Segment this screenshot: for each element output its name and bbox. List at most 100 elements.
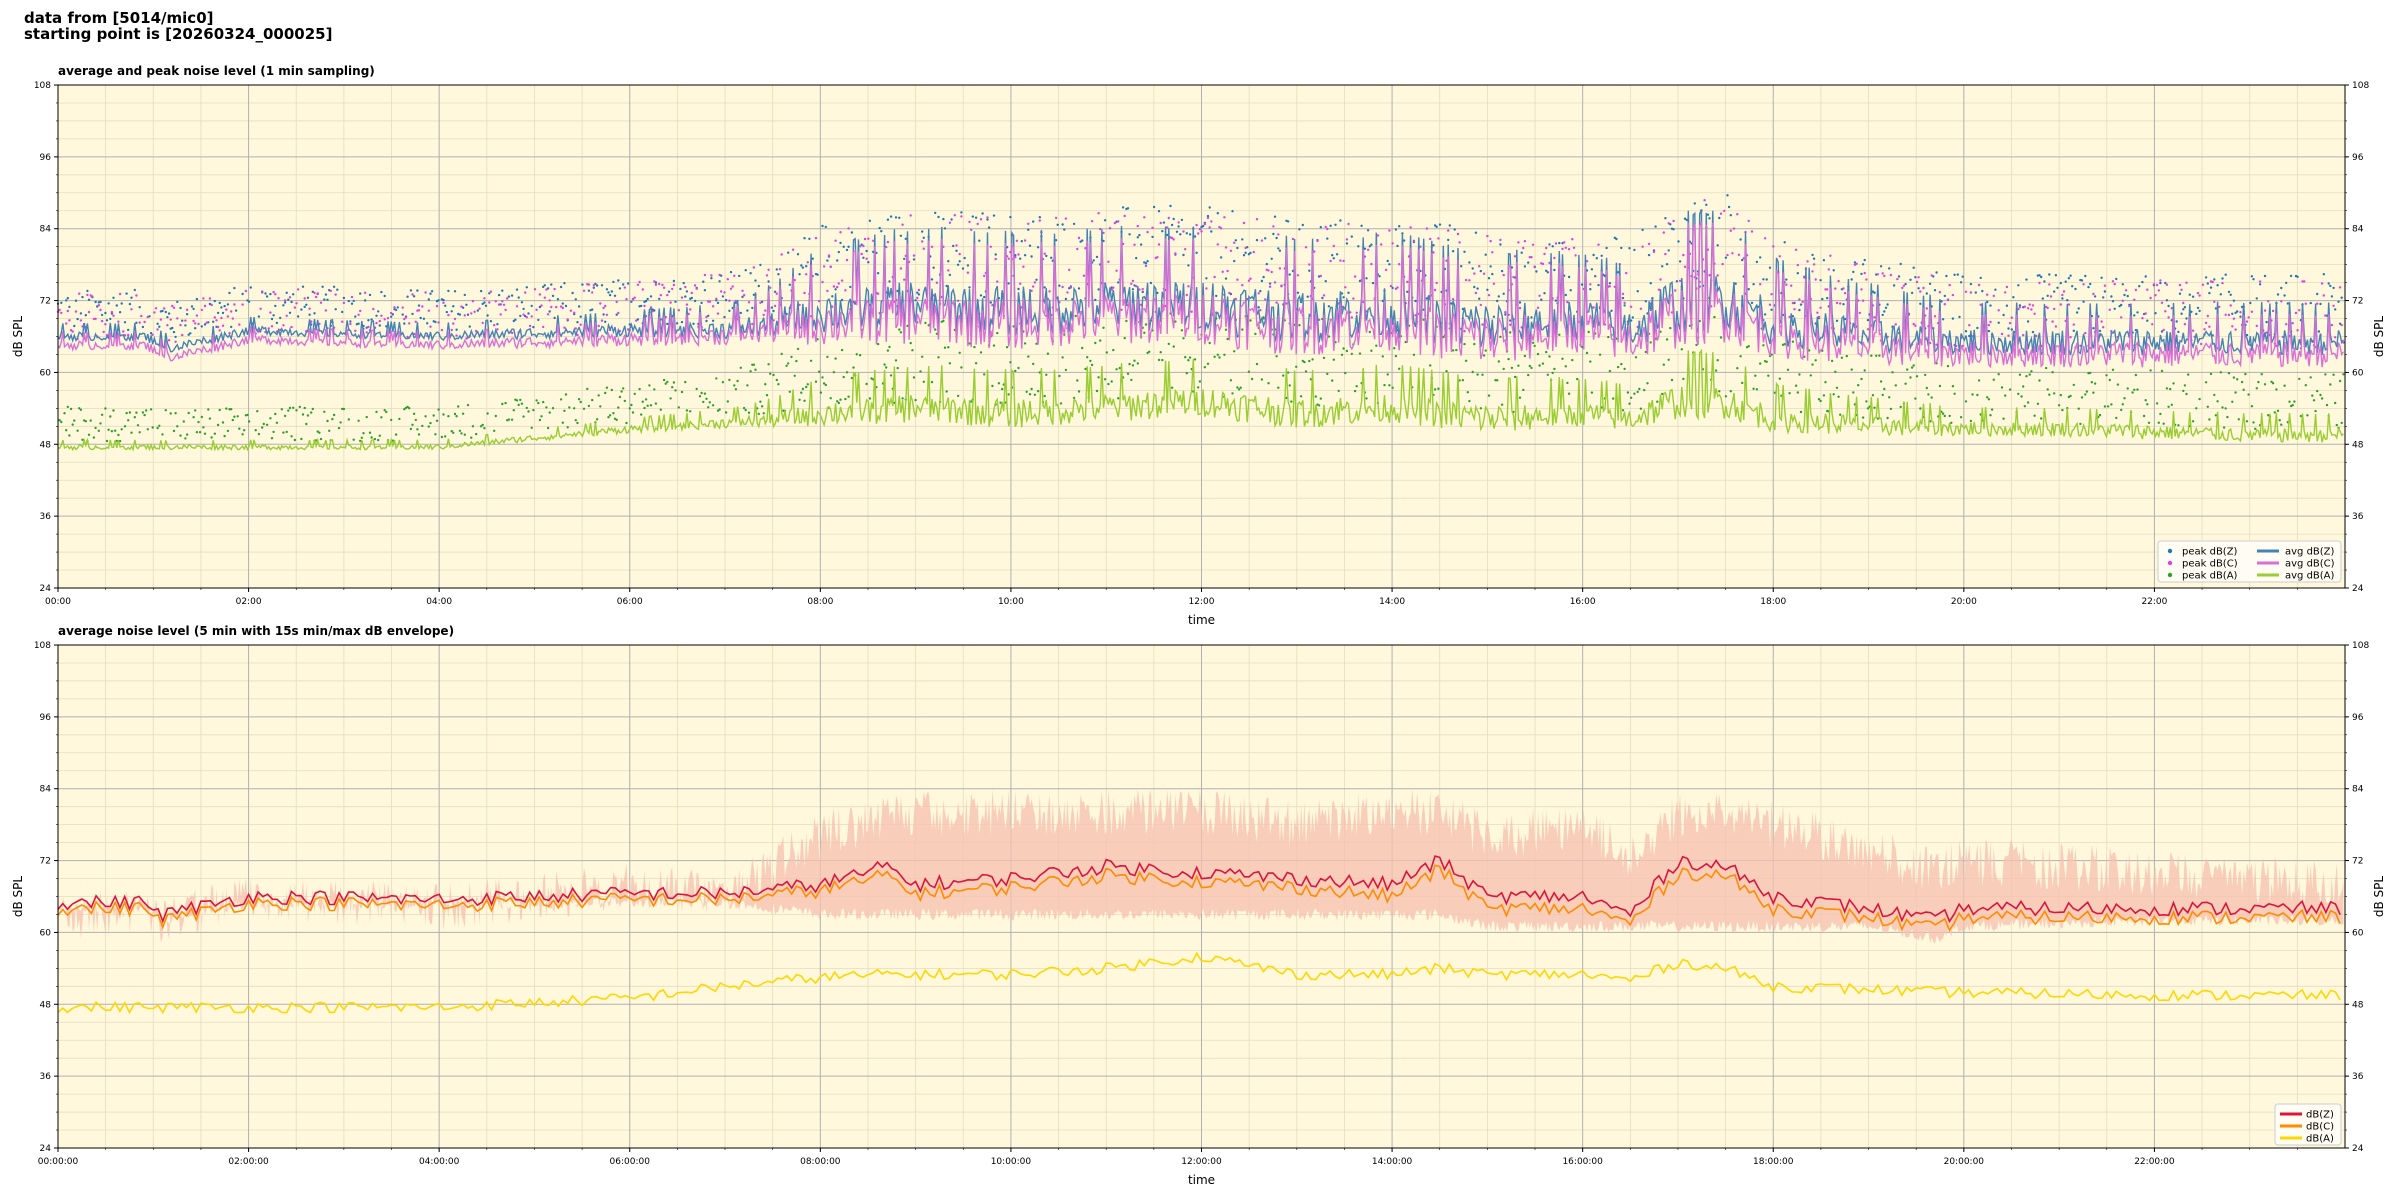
peak-dbz-point [1812, 257, 1816, 260]
peak-dbz-point [164, 310, 167, 314]
peak-dbc-point [1117, 220, 1120, 223]
peak-dbz-point [1138, 233, 1141, 237]
peak-dba-point [1061, 356, 1064, 359]
peak-dbc-point [2134, 288, 2138, 292]
peak-dba-point [937, 356, 940, 359]
peak-dbc-point [836, 285, 839, 289]
peak-dba-point [1383, 383, 1386, 387]
peak-dbz-point [2146, 319, 2149, 322]
peak-dbc-point [1768, 303, 1772, 306]
peak-dbz-point [1883, 310, 1886, 313]
peak-dbz-point [2054, 274, 2058, 277]
peak-dbz-point [1979, 276, 1982, 280]
peak-dba-point [1688, 324, 1692, 327]
peak-dbz-point [488, 292, 491, 295]
peak-dbc-point [605, 313, 609, 316]
peak-dbc-point [2332, 304, 2335, 307]
peak-dbz-point [1484, 253, 1487, 256]
peak-dba-point [1295, 365, 1298, 368]
peak-dbz-point [1752, 283, 1755, 286]
peak-dbz-point [878, 226, 881, 230]
peak-dbc-point [872, 239, 875, 242]
peak-dba-point [1180, 329, 1184, 332]
peak-dba-point [2002, 417, 2005, 420]
peak-dba-point [1311, 358, 1314, 361]
peak-dbz-point [1241, 238, 1244, 241]
peak-dbz-point [672, 279, 676, 283]
peak-dbz-point [401, 313, 404, 316]
peak-dbc-point [2301, 280, 2304, 283]
peak-dbz-point [1321, 296, 1324, 300]
peak-dbc-point [1133, 243, 1136, 246]
peak-dbz-point [269, 292, 272, 296]
peak-dbz-point [966, 264, 970, 267]
peak-dbz-point [194, 327, 197, 330]
peak-dba-point [434, 433, 437, 436]
peak-dbc-point [1257, 292, 1260, 295]
peak-dbc-point [1772, 245, 1775, 248]
peak-dbc-point [703, 273, 707, 277]
peak-dbz-point [979, 294, 983, 297]
peak-dba-point [128, 411, 132, 414]
peak-dba-point [911, 349, 914, 352]
peak-dbc-point [274, 293, 277, 296]
peak-dbc-point [2182, 301, 2185, 305]
peak-dbz-point [394, 308, 398, 312]
peak-dbc-point [1533, 265, 1536, 268]
peak-dbc-point [154, 307, 158, 310]
peak-dbz-point [1257, 306, 1260, 309]
peak-dbz-point [1677, 240, 1680, 243]
peak-dbz-point [803, 237, 806, 240]
peak-dbz-point [610, 290, 613, 293]
peak-dbc-point [1732, 227, 1736, 230]
peak-dbc-point [1881, 272, 1884, 275]
peak-dbz-point [2087, 285, 2090, 289]
peak-dba-point [563, 409, 566, 412]
peak-dbc-point [553, 287, 556, 291]
peak-dba-point [1375, 344, 1378, 347]
peak-dbz-point [1590, 268, 1594, 271]
peak-dbz-point [847, 245, 850, 248]
peak-dbc-point [2198, 294, 2201, 297]
peak-dba-point [2273, 411, 2276, 414]
y-axis-label-right: dB SPL [2372, 316, 2386, 358]
peak-dbz-point [2084, 274, 2087, 278]
peak-dbc-point [1032, 285, 1035, 288]
peak-dba-point [764, 383, 767, 386]
peak-dbz-point [416, 289, 419, 292]
data-layer [56, 194, 2345, 452]
peak-dbc-point [1355, 311, 1358, 314]
peak-dbc-point [1793, 308, 1796, 311]
peak-dbc-point [671, 287, 674, 291]
peak-dba-point [734, 388, 738, 391]
peak-dba-point [788, 390, 791, 393]
peak-dba-point [2077, 407, 2080, 410]
peak-dbc-point [1113, 221, 1117, 225]
peak-dbc-point [269, 311, 272, 314]
peak-dba-point [803, 399, 806, 402]
peak-dbz-point [1050, 256, 1053, 259]
peak-dba-point [2222, 426, 2226, 429]
peak-dbz-point [213, 299, 216, 303]
peak-dba-point [493, 429, 496, 432]
peak-dbz-point [1986, 300, 1989, 304]
peak-dbc-point [602, 306, 605, 310]
peak-dbz-point [831, 295, 834, 298]
peak-dbz-point [644, 299, 648, 303]
peak-dbc-point [2030, 308, 2033, 311]
peak-dba-point [894, 359, 898, 362]
peak-dbc-point [1242, 221, 1246, 225]
peak-dbc-point [417, 309, 421, 312]
peak-dba-point [839, 398, 842, 401]
peak-dba-point [442, 413, 445, 416]
peak-dba-point [1206, 362, 1210, 365]
peak-dba-point [1553, 367, 1556, 371]
peak-dbz-point [1499, 243, 1502, 246]
peak-dbz-point [1594, 275, 1597, 278]
peak-dbz-point [622, 283, 625, 286]
peak-dba-point [2030, 370, 2033, 373]
peak-dbc-point [1022, 265, 1025, 268]
peak-dbc-point [383, 318, 386, 321]
peak-dbc-point [1716, 274, 1719, 277]
legend-marker [2167, 572, 2173, 578]
